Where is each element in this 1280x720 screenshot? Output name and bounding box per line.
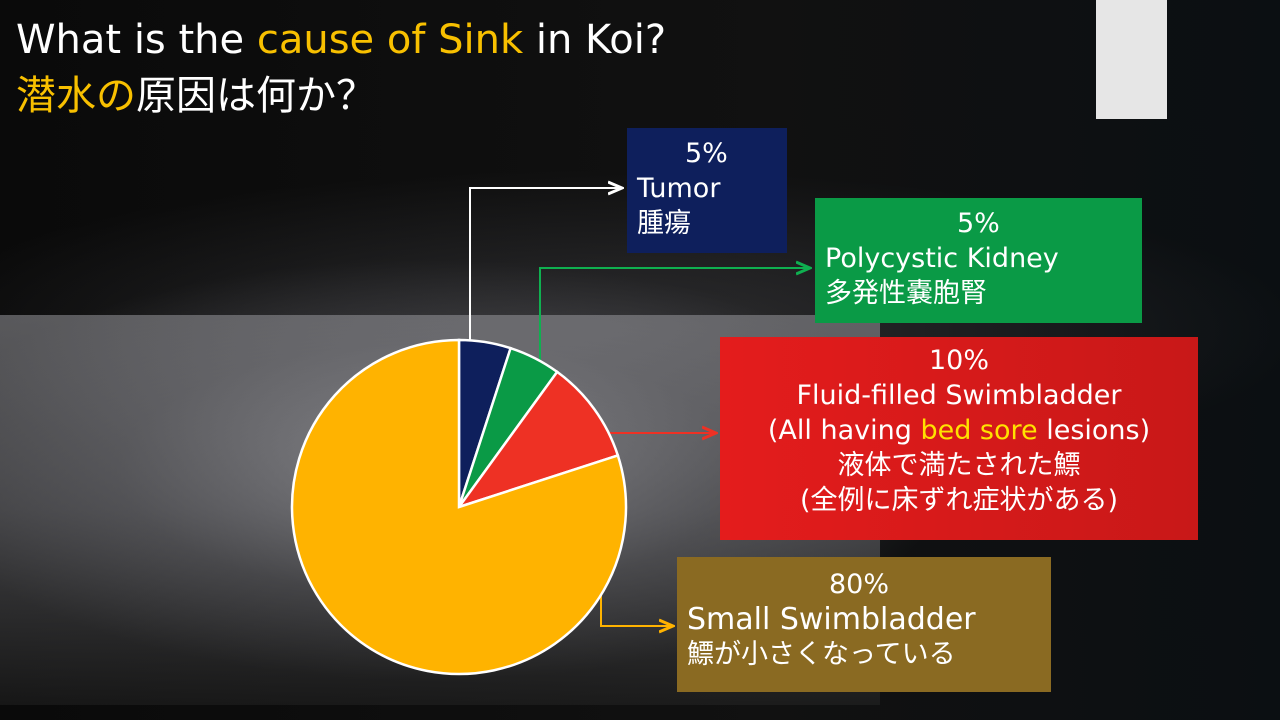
title-text: 原因は何か？ <box>136 73 376 119</box>
pie-slice-2 <box>455 370 620 510</box>
slice-name-en: Small Swimbladder <box>687 602 976 637</box>
note-text: lesions) <box>1037 415 1151 446</box>
slice-percent: 10% <box>928 345 989 376</box>
leader-line-small <box>600 590 673 626</box>
slice-note-en: (All having bed sore lesions) <box>730 413 1188 448</box>
slice-name-ja: 多発性嚢胞腎 <box>825 278 987 309</box>
slice-name-ja: 液体で満たされた鰾 <box>837 450 1081 481</box>
label-box-tumor: 5% Tumor 腫瘍 <box>627 128 787 253</box>
note-highlight: bed sore <box>920 415 1038 446</box>
slice-percent: 5% <box>957 208 1000 239</box>
slice-name-ja: 腫瘍 <box>637 208 691 239</box>
title-highlight: cause of Sink <box>256 17 524 63</box>
label-box-fluid: 10% Fluid-filled Swimbladder (All having… <box>720 337 1198 540</box>
decorative-rectangle <box>1096 0 1167 119</box>
label-box-small: 80% Small Swimbladder 鰾が小さくなっている <box>677 557 1051 692</box>
title-japanese: 潜水の原因は何か？ <box>16 72 376 120</box>
title-highlight: 潜水の <box>16 73 136 119</box>
note-text: (All having <box>767 415 921 446</box>
leader-line-tumor <box>469 188 622 340</box>
slice-name-en: Polycystic Kidney <box>825 243 1059 274</box>
leader-line-kidney <box>539 268 810 360</box>
title-text: What is the <box>16 17 257 63</box>
slice-note-ja: (全例に床ずれ症状がある) <box>799 485 1119 516</box>
slice-percent: 80% <box>829 569 890 600</box>
label-box-kidney: 5% Polycystic Kidney 多発性嚢胞腎 <box>815 198 1142 323</box>
slice-name-en: Tumor <box>637 173 721 204</box>
slice-percent: 5% <box>685 138 728 169</box>
title-english: What is the cause of Sink in Koi? <box>16 16 666 64</box>
title-text: in Koi? <box>523 17 667 63</box>
slice-name-ja: 鰾が小さくなっている <box>687 639 956 670</box>
pie-slice-3 <box>290 338 628 676</box>
slice-name-en: Fluid-filled Swimbladder <box>796 380 1122 411</box>
